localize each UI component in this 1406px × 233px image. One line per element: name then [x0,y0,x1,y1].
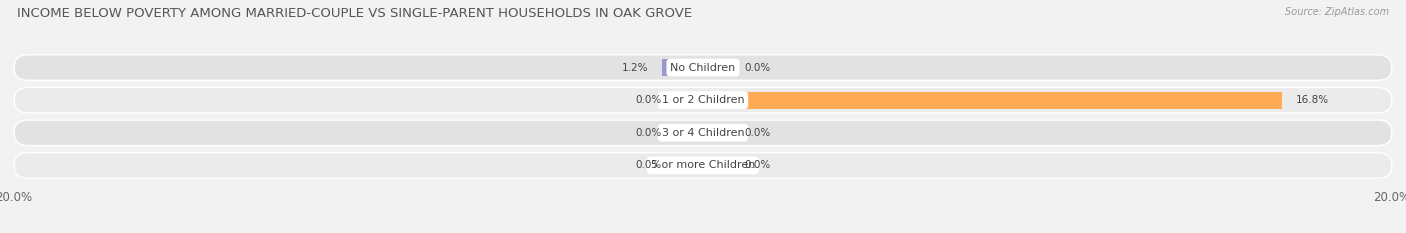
Text: 0.0%: 0.0% [744,161,770,170]
Bar [703,59,731,76]
Bar [703,92,1282,109]
FancyBboxPatch shape [14,153,1392,178]
Bar [703,124,731,141]
Bar [662,59,703,76]
Bar [703,157,731,174]
Text: 16.8%: 16.8% [1295,95,1329,105]
Text: 0.0%: 0.0% [636,161,662,170]
Text: 0.0%: 0.0% [744,128,770,138]
Text: Source: ZipAtlas.com: Source: ZipAtlas.com [1285,7,1389,17]
Bar [675,157,703,174]
FancyBboxPatch shape [14,55,1392,80]
FancyBboxPatch shape [14,120,1392,146]
Bar [675,124,703,141]
Text: 5 or more Children: 5 or more Children [651,161,755,170]
Text: INCOME BELOW POVERTY AMONG MARRIED-COUPLE VS SINGLE-PARENT HOUSEHOLDS IN OAK GRO: INCOME BELOW POVERTY AMONG MARRIED-COUPL… [17,7,692,20]
Text: 1 or 2 Children: 1 or 2 Children [662,95,744,105]
Text: 0.0%: 0.0% [636,95,662,105]
Bar [675,92,703,109]
FancyBboxPatch shape [14,87,1392,113]
Text: 0.0%: 0.0% [636,128,662,138]
Text: 0.0%: 0.0% [744,63,770,72]
Text: 1.2%: 1.2% [621,63,648,72]
Text: 3 or 4 Children: 3 or 4 Children [662,128,744,138]
Text: No Children: No Children [671,63,735,72]
